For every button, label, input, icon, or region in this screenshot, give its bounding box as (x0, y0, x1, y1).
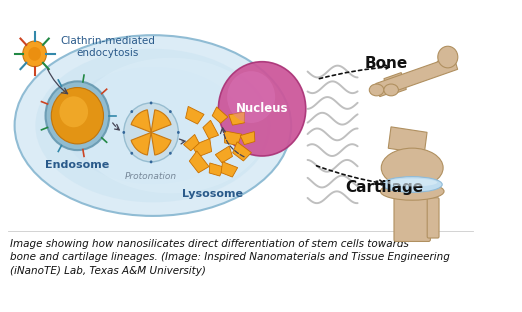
Circle shape (45, 81, 109, 150)
Circle shape (169, 152, 172, 155)
Ellipse shape (382, 177, 442, 192)
Text: (iNanoTE) Lab, Texas A&M University): (iNanoTE) Lab, Texas A&M University) (10, 266, 206, 276)
Polygon shape (192, 139, 211, 157)
Polygon shape (240, 132, 255, 144)
Circle shape (150, 101, 152, 105)
Polygon shape (384, 73, 406, 95)
Circle shape (227, 71, 275, 123)
Circle shape (130, 152, 133, 155)
Polygon shape (388, 127, 427, 154)
FancyBboxPatch shape (427, 198, 439, 238)
Wedge shape (131, 110, 151, 132)
Text: Endosome: Endosome (45, 160, 110, 170)
Text: Clathrin-mediated
endocytosis: Clathrin-mediated endocytosis (60, 36, 155, 58)
Circle shape (169, 110, 172, 113)
Circle shape (23, 41, 46, 67)
Ellipse shape (381, 183, 444, 200)
Circle shape (130, 110, 133, 113)
Text: Nucleus: Nucleus (236, 102, 288, 115)
FancyBboxPatch shape (394, 193, 430, 241)
Ellipse shape (15, 35, 291, 216)
Polygon shape (434, 50, 446, 66)
Polygon shape (184, 134, 199, 151)
Ellipse shape (369, 84, 384, 96)
Circle shape (60, 96, 88, 127)
Text: Protonation: Protonation (125, 172, 177, 181)
Ellipse shape (35, 49, 270, 202)
Polygon shape (212, 107, 228, 123)
Circle shape (28, 47, 41, 61)
Circle shape (438, 46, 458, 68)
Polygon shape (224, 131, 242, 145)
Circle shape (124, 103, 179, 162)
Ellipse shape (381, 148, 443, 188)
Polygon shape (376, 56, 458, 97)
Circle shape (123, 131, 125, 134)
Text: Cartilage: Cartilage (345, 180, 423, 195)
Wedge shape (151, 110, 171, 132)
Wedge shape (131, 132, 151, 155)
Ellipse shape (74, 58, 268, 193)
Polygon shape (216, 146, 232, 163)
Text: bone and cartilage lineages. (Image: Inspired Nanomaterials and Tissue Engineeri: bone and cartilage lineages. (Image: Ins… (10, 252, 450, 262)
Circle shape (150, 160, 152, 163)
Polygon shape (229, 112, 244, 125)
Polygon shape (189, 151, 209, 173)
Polygon shape (186, 106, 204, 124)
Wedge shape (151, 132, 171, 155)
Text: Bone: Bone (365, 56, 408, 71)
Circle shape (177, 131, 180, 134)
Circle shape (218, 62, 306, 156)
Ellipse shape (63, 67, 243, 184)
Polygon shape (203, 120, 219, 139)
Polygon shape (209, 163, 224, 176)
Ellipse shape (384, 84, 398, 96)
Polygon shape (221, 162, 238, 177)
Text: Image showing how nanosilicates direct differentiation of stem cells towards: Image showing how nanosilicates direct d… (10, 238, 409, 248)
Circle shape (51, 88, 103, 144)
Polygon shape (233, 142, 252, 161)
Ellipse shape (387, 178, 437, 187)
Text: Lysosome: Lysosome (182, 189, 243, 199)
